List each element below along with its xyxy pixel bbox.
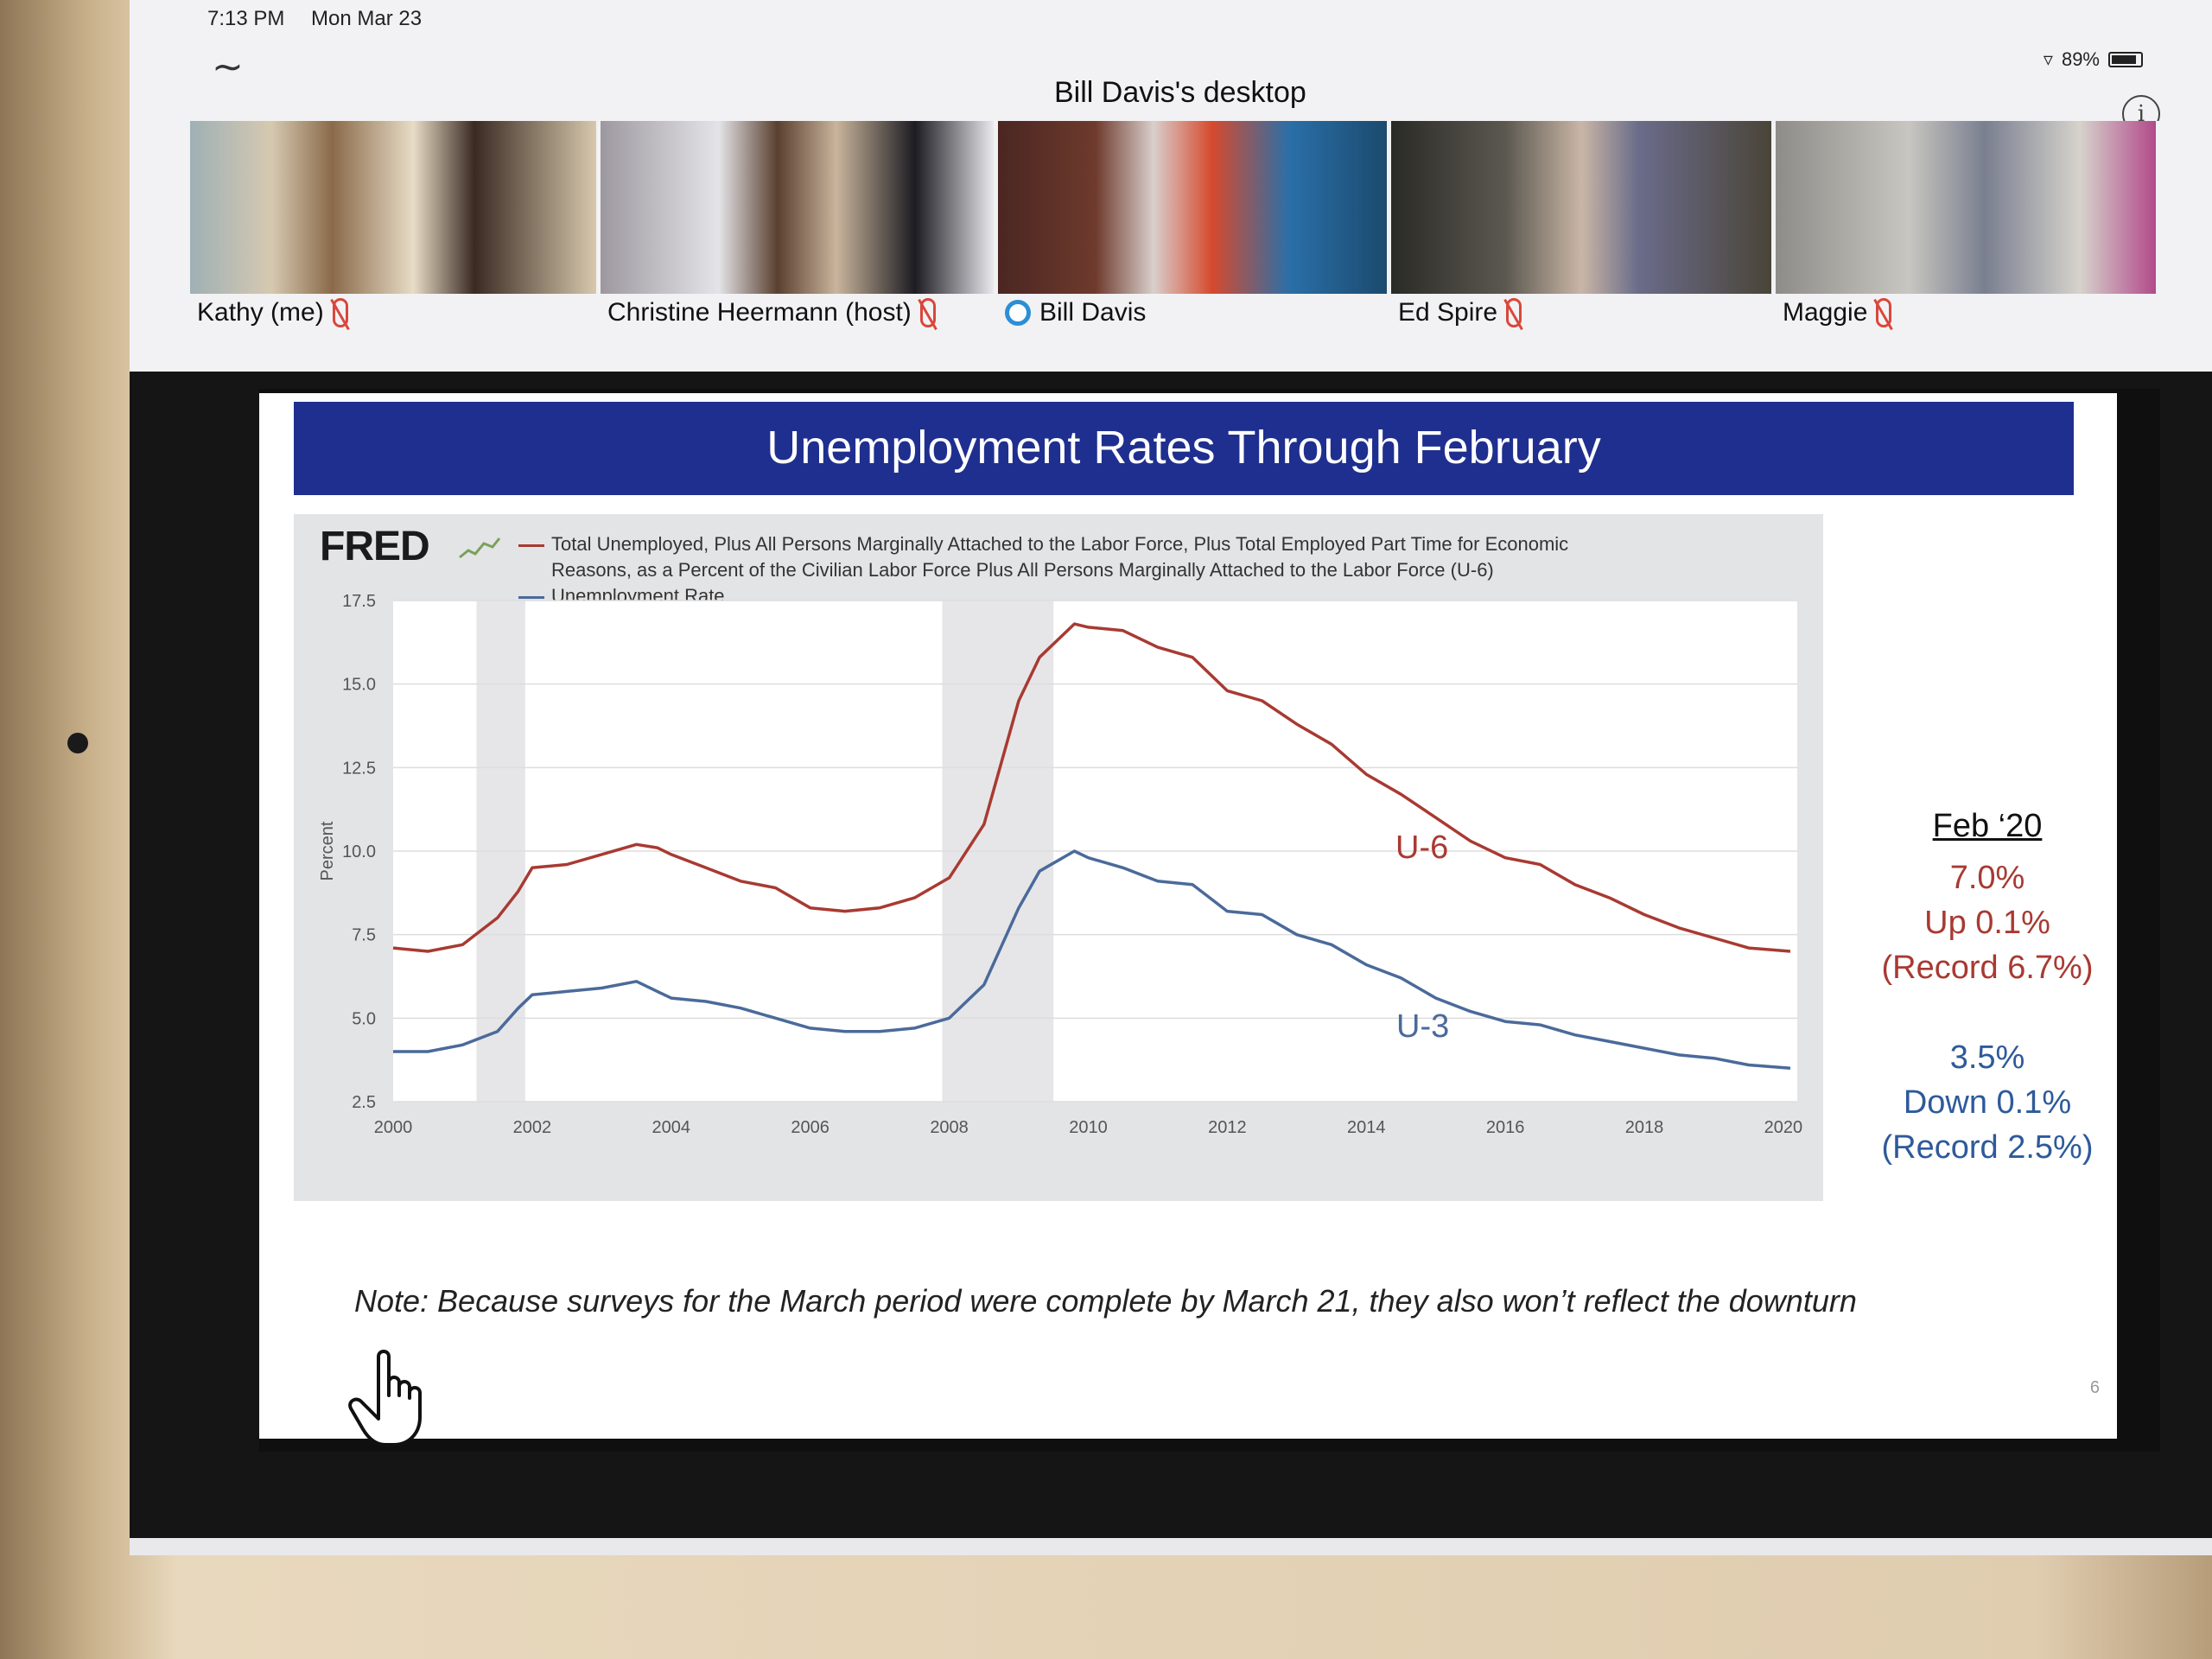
u3-current-value: 3.5% (1949, 1039, 2025, 1076)
u6-current-value: 7.0% (1949, 860, 2025, 896)
legend-u6: Total Unemployed, Plus All Persons Margi… (518, 531, 1568, 557)
x-tick-label: 2020 (1764, 1118, 1803, 1137)
fred-logo: FRED (320, 524, 430, 569)
mic-muted-icon (919, 298, 936, 327)
x-tick-label: 2016 (1486, 1118, 1525, 1137)
mic-muted-icon (332, 298, 348, 327)
x-tick-label: 2006 (791, 1118, 830, 1137)
participant-video (998, 121, 1387, 294)
feb-heading: Feb ‘20 (1932, 808, 2043, 844)
unemployment-chart: 2.5 5.0 7.5 10.0 12.5 15.0 17.5 2000 2002 2004 200… (318, 592, 1803, 1137)
y-tick-label: 17.5 (342, 592, 376, 611)
participant-tile[interactable]: Ed Spire (1391, 121, 1771, 337)
slide-page-number: 6 (2089, 1378, 2100, 1397)
participant-strip: Kathy (me) Christine Heermann (host) Bil… (130, 121, 2212, 372)
u3-change: Down 0.1% (1903, 1084, 2072, 1121)
top-bar: 7:13 PM Mon Mar 23 ▿ 89% ∼ Bill Davis's … (130, 0, 2212, 133)
participant-name: Kathy (me) (197, 298, 348, 327)
participant-tile[interactable]: Maggie (1776, 121, 2156, 337)
participant-tile[interactable]: Bill Davis (998, 121, 1387, 337)
x-tick-label: 2010 (1069, 1118, 1108, 1137)
participant-video (1391, 121, 1771, 294)
u3-record: (Record 2.5%) (1881, 1129, 2094, 1166)
chart-legend: Total Unemployed, Plus All Persons Margi… (518, 531, 1568, 609)
slide-title: Unemployment Rates Through February (766, 422, 1601, 474)
participant-tile[interactable]: Christine Heermann (host) (601, 121, 994, 337)
participant-tile[interactable]: Kathy (me) (190, 121, 596, 337)
x-tick-label: 2002 (513, 1118, 552, 1137)
screen-bottom-edge (130, 1538, 2212, 1555)
legend-swatch-u6 (518, 543, 544, 547)
u6-change: Up 0.1% (1924, 905, 2050, 941)
annotate-icon[interactable]: ∼ (212, 46, 244, 88)
y-tick-label: 5.0 (352, 1009, 376, 1028)
y-tick-label: 7.5 (352, 926, 376, 945)
hand-pointer-icon (348, 1350, 422, 1446)
participant-name: Christine Heermann (host) (607, 298, 936, 327)
fred-chart-icon (459, 537, 501, 559)
x-tick-label: 2004 (652, 1118, 691, 1137)
shared-slide: Unemployment Rates Through February FRED… (259, 393, 2117, 1439)
legend-swatch-u3 (518, 595, 544, 599)
x-tick-label: 2012 (1208, 1118, 1247, 1137)
y-tick-label: 10.0 (342, 842, 376, 861)
series-line-u6 (392, 622, 1791, 953)
x-tick-label: 2014 (1347, 1118, 1386, 1137)
y-axis-label: Percent (318, 821, 337, 880)
status-date: Mon Mar 23 (311, 7, 423, 30)
u3-chart-label: U-3 (1396, 1008, 1450, 1045)
mic-muted-icon (1506, 298, 1522, 327)
x-tick-label: 2008 (930, 1118, 969, 1137)
slide-note: Note: Because surveys for the March peri… (354, 1283, 1857, 1319)
slide-title-bar: Unemployment Rates Through February (294, 402, 2074, 495)
battery-percent: 89% (2061, 48, 2100, 70)
x-tick-label: 2000 (374, 1118, 413, 1137)
participant-name: Ed Spire (1398, 298, 1522, 327)
mic-muted-icon (1876, 298, 1892, 327)
tablet-screen: 7:13 PM Mon Mar 23 ▿ 89% ∼ Bill Davis's … (130, 0, 2212, 1555)
legend-u6-continued: Reasons, as a Percent of the Civilian La… (551, 559, 1494, 581)
y-tick-label: 15.0 (342, 676, 376, 695)
y-tick-label: 2.5 (352, 1093, 376, 1112)
status-time: 7:13 PM (207, 7, 285, 30)
battery-icon (2108, 52, 2143, 67)
participant-video (601, 121, 994, 294)
series-line-u3 (393, 849, 1791, 1071)
fred-chart-panel: FRED Total Unemployed, Plus All Persons … (294, 514, 1823, 1201)
u6-chart-label: U-6 (1395, 830, 1449, 866)
screen-share-title: Bill Davis's desktop (1054, 76, 1306, 109)
active-speaker-icon (1005, 300, 1031, 326)
y-tick-label: 12.5 (342, 759, 376, 778)
x-tick-label: 2018 (1625, 1118, 1664, 1137)
wifi-icon: ▿ (2043, 48, 2053, 70)
participant-name: Bill Davis (1005, 298, 1146, 327)
front-camera (67, 733, 88, 753)
participant-video (1776, 121, 2156, 294)
u6-record: (Record 6.7%) (1881, 950, 2094, 986)
participant-video (190, 121, 596, 294)
status-indicators: ▿ 89% (2044, 48, 2143, 71)
participant-name: Maggie (1783, 298, 1892, 327)
